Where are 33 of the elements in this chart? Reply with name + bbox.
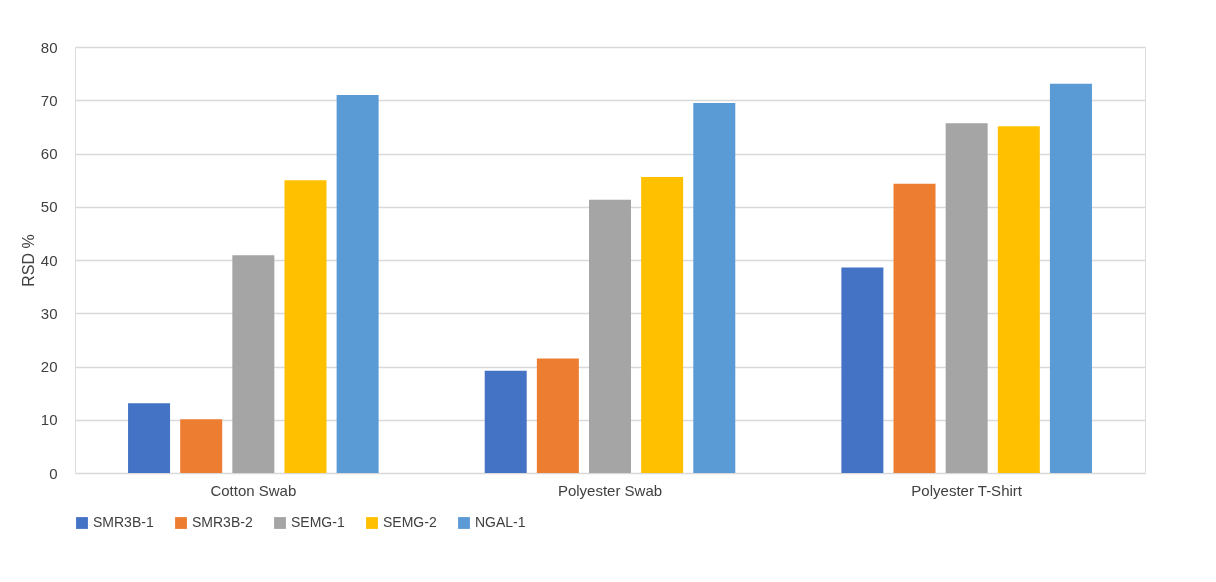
y-tick-label: 40: [40, 251, 58, 269]
y-tick-label: 50: [40, 198, 58, 216]
bar: [284, 180, 327, 473]
bar: [945, 123, 988, 473]
bar: [336, 94, 379, 473]
y-tick-label: 70: [40, 91, 58, 109]
bar: [589, 199, 631, 473]
y-tick-label: 60: [40, 145, 58, 162]
bar: [1049, 83, 1092, 473]
y-tick-label: 30: [40, 304, 58, 322]
bar: [641, 176, 684, 473]
bar: [893, 183, 936, 473]
x-tick-label: Polyester T-Shirt: [911, 481, 1023, 499]
y-tick-label: 20: [40, 358, 58, 375]
bar: [232, 255, 275, 473]
bar: [693, 102, 736, 473]
bar: [484, 370, 527, 473]
legend-label: SEMG-2: [383, 514, 437, 530]
x-tick-label: Cotton Swab: [210, 481, 297, 499]
legend-label: SEMG-1: [291, 514, 345, 530]
bar: [997, 126, 1040, 473]
legend-label: NGAL-1: [475, 514, 526, 530]
y-tick-label: 10: [40, 411, 58, 429]
y-tick-label: 0: [49, 464, 58, 482]
bar: [841, 267, 884, 473]
bar: [180, 419, 223, 473]
legend-label: SMR3B-2: [192, 514, 253, 530]
bar: [128, 403, 171, 473]
legend-label: SMR3B-1: [93, 514, 154, 530]
x-tick-label: Polyester Swab: [557, 481, 663, 499]
y-tick-label: 80: [40, 38, 58, 56]
y-axis-title: RSD %: [19, 234, 37, 287]
bar: [536, 358, 579, 473]
